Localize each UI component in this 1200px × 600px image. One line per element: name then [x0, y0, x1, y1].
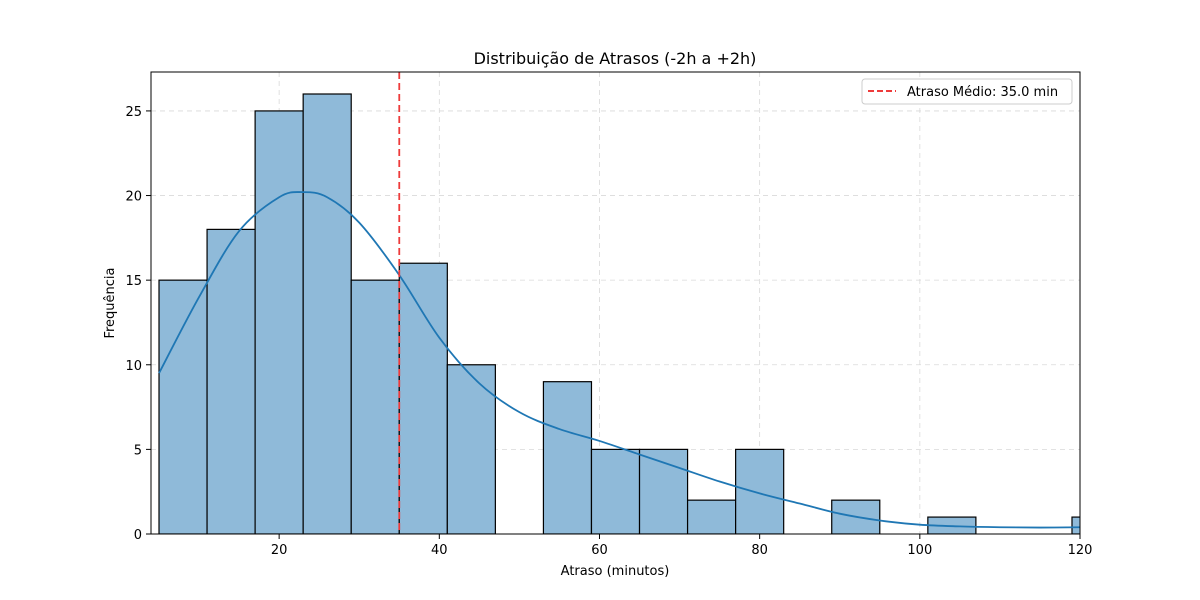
legend-box [861, 78, 1073, 105]
histogram-bar [446, 364, 496, 534]
x-tick-label: 20 [271, 543, 288, 558]
histogram-bar [302, 93, 352, 534]
histogram-bar [735, 448, 785, 534]
legend-mean-label: Atraso Médio: 35.0 min [907, 85, 1058, 100]
x-tick-label: 40 [431, 543, 448, 558]
y-tick-label: 25 [125, 105, 142, 120]
histogram-bar [542, 381, 593, 534]
y-tick-label: 15 [125, 274, 142, 289]
y-tick-label: 5 [134, 443, 142, 458]
x-tick-label: 60 [591, 543, 608, 558]
histogram-bar [206, 228, 256, 534]
legend: Atraso Médio: 35.0 min [861, 78, 1073, 105]
chart-title: Distribuição de Atrasos (-2h a +2h) [474, 49, 757, 68]
kde-curve-group [158, 191, 1080, 529]
kde-curve [158, 191, 1080, 529]
x-tick-label: 100 [907, 543, 932, 558]
x-tick-label: 80 [751, 543, 768, 558]
x-tick-label: 120 [1068, 543, 1093, 558]
y-tick-label: 20 [125, 190, 142, 205]
x-axis-label: Atraso (minutos) [561, 564, 670, 579]
histogram-bar [350, 279, 400, 534]
y-axis-label: Frequência [103, 267, 118, 338]
y-axis-ticks: 0 5 10 15 20 25 [125, 105, 151, 543]
histogram-bar [1071, 516, 1080, 534]
histogram-bar [686, 499, 737, 534]
y-tick-label: 10 [125, 359, 142, 374]
histogram-bar [398, 262, 448, 534]
histogram-bar [254, 110, 304, 534]
histogram-bar [590, 448, 641, 534]
histogram-bars [158, 93, 1080, 534]
histogram-bar [158, 279, 208, 534]
x-axis-ticks: 20 40 60 80 100 120 [271, 534, 1093, 558]
plot-frame [150, 71, 1081, 535]
y-tick-label: 0 [134, 528, 142, 543]
